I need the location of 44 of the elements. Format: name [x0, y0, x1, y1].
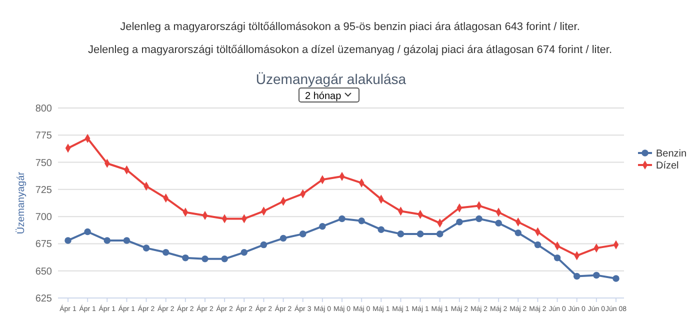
point — [64, 237, 72, 244]
point — [534, 241, 542, 248]
y-tick-label: 725 — [35, 184, 52, 196]
point — [240, 249, 248, 256]
y-tick-label: 675 — [35, 239, 52, 250]
point — [280, 234, 287, 242]
legend-label: Dízel — [656, 160, 679, 172]
point — [397, 230, 404, 238]
point — [182, 254, 189, 262]
point — [84, 228, 91, 236]
point — [514, 229, 522, 236]
legend-label: Benzin — [656, 148, 687, 160]
point — [319, 222, 326, 230]
point — [436, 230, 444, 238]
point — [123, 237, 130, 244]
point — [416, 230, 424, 238]
point — [495, 220, 502, 226]
point — [202, 256, 208, 262]
text: Jelenleg a magyarországi töltőállomásokon a dízel üzemanyag / gázolaj piaci ára átlagosan 674 forint / liter. — [88, 44, 612, 56]
y-tick-label: 625 — [35, 294, 52, 304]
point — [104, 237, 111, 244]
point — [378, 226, 385, 233]
point — [299, 230, 306, 238]
y-tick-label: 750 — [35, 158, 52, 169]
y-tick-label: 700 — [35, 212, 52, 224]
point — [358, 218, 365, 224]
point — [593, 272, 600, 279]
point — [260, 241, 268, 248]
point — [162, 249, 170, 256]
dropdown-select: 2 hónap — [298, 88, 360, 102]
y-tick-label: 650 — [35, 266, 52, 278]
text: Jelenleg a magyarországi töltőállomásokon a 95-ös benzin piaci ára átlagosan 643 forint / liter. — [120, 21, 580, 33]
chart-title: Üzemanyagár alakulása — [256, 71, 406, 87]
y-tick-label: 800 — [35, 104, 52, 114]
point — [142, 244, 150, 252]
y-tick-label: 775 — [35, 130, 52, 142]
point — [456, 218, 463, 226]
point — [476, 215, 482, 222]
point — [221, 256, 228, 262]
point — [338, 215, 346, 222]
point — [612, 275, 620, 282]
point — [573, 272, 580, 280]
y-axis-title: Üzemanyagár — [15, 171, 27, 234]
point — [554, 254, 561, 262]
